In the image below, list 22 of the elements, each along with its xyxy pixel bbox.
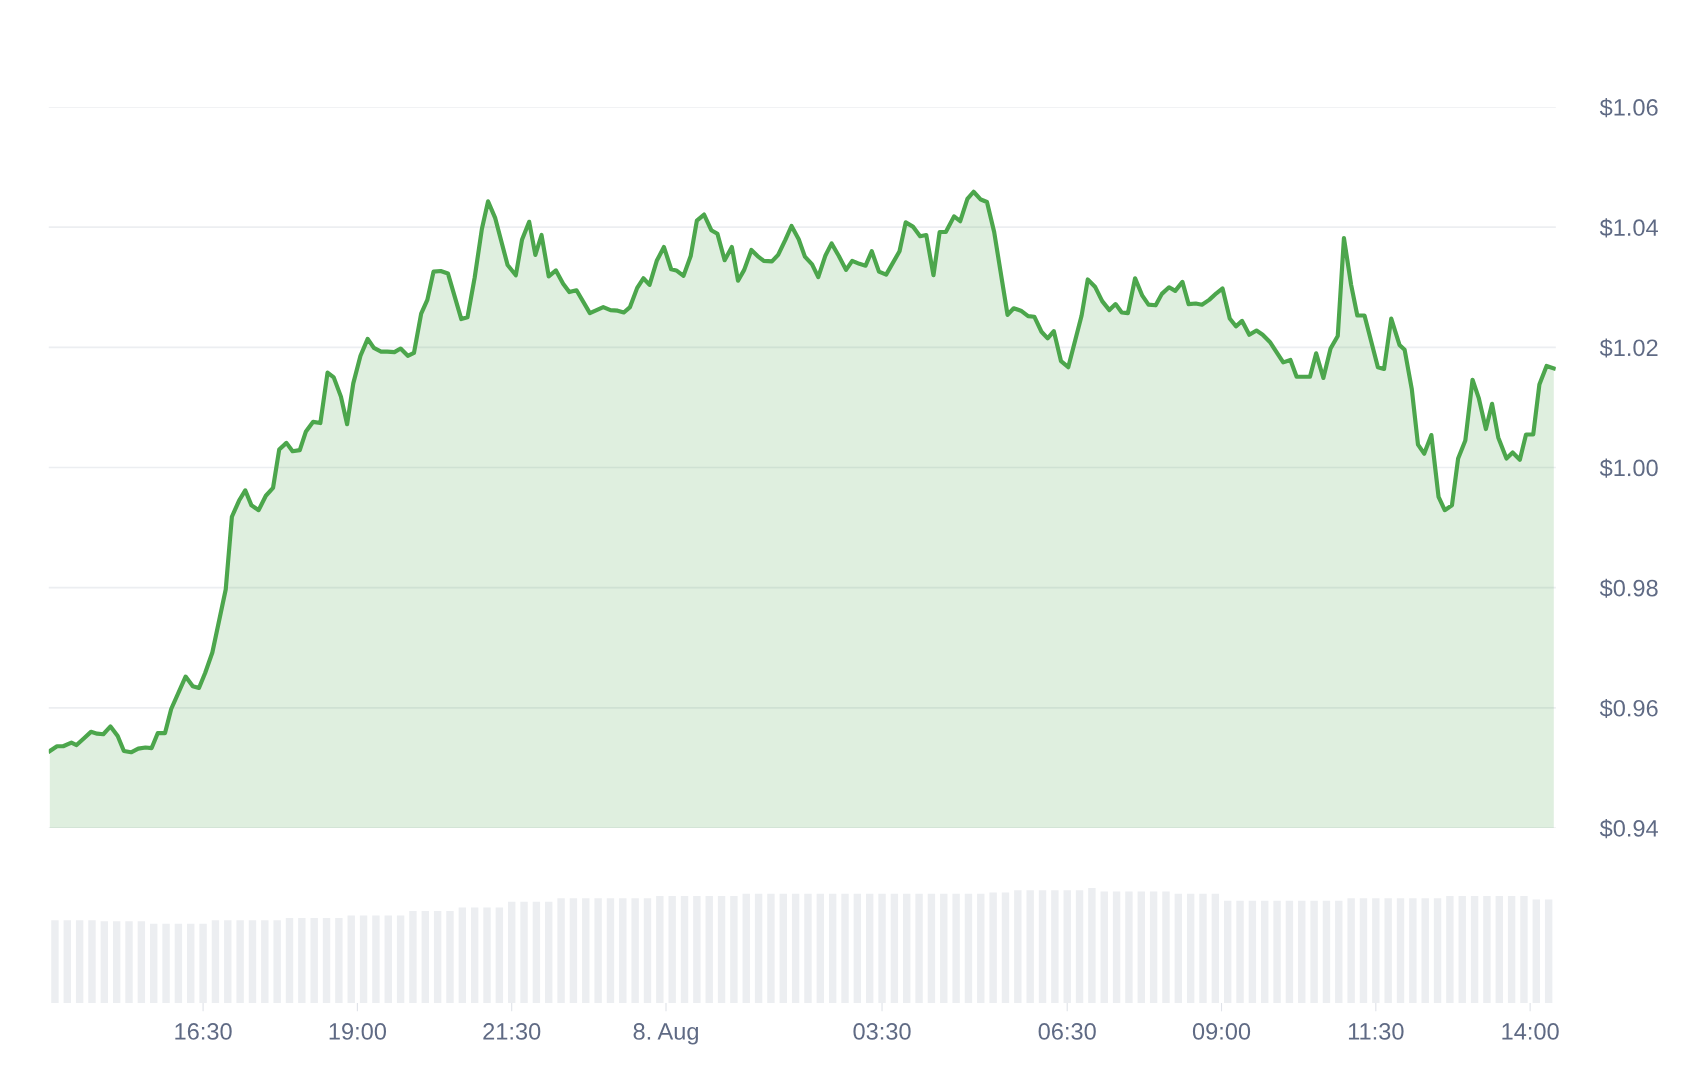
x-tick-label: 11:30 [1348, 1023, 1404, 1040]
x-tick-label: 16:30 [175, 1023, 232, 1040]
x-tick-label: 19:00 [329, 1023, 387, 1040]
bar [508, 901, 516, 1004]
y-tick-label: $1.04 [1599, 218, 1658, 238]
bar [1211, 893, 1220, 1004]
bar [359, 915, 368, 1004]
y-tick-label: $0.94 [1599, 819, 1658, 839]
y-tick-label: $0.98 [1599, 578, 1658, 598]
y-tick-label: $1.02 [1599, 338, 1658, 358]
x-tick-label: 8. Aug [633, 1023, 698, 1045]
y-tick-label: $0.96 [1599, 698, 1658, 718]
x-tick-label: 21:30 [483, 1023, 541, 1040]
bar [1223, 900, 1232, 1004]
x-tick-label: 06:30 [1038, 1023, 1096, 1040]
y-tick-label: $1.06 [1599, 98, 1658, 118]
x-tick-label: 14:00 [1502, 1023, 1559, 1040]
y-tick-label: $1.00 [1599, 458, 1658, 478]
x-tick-label: 03:30 [853, 1023, 911, 1040]
x-tick-label: 09:00 [1192, 1023, 1251, 1040]
bar [1372, 898, 1380, 1004]
bar [1063, 890, 1071, 1004]
